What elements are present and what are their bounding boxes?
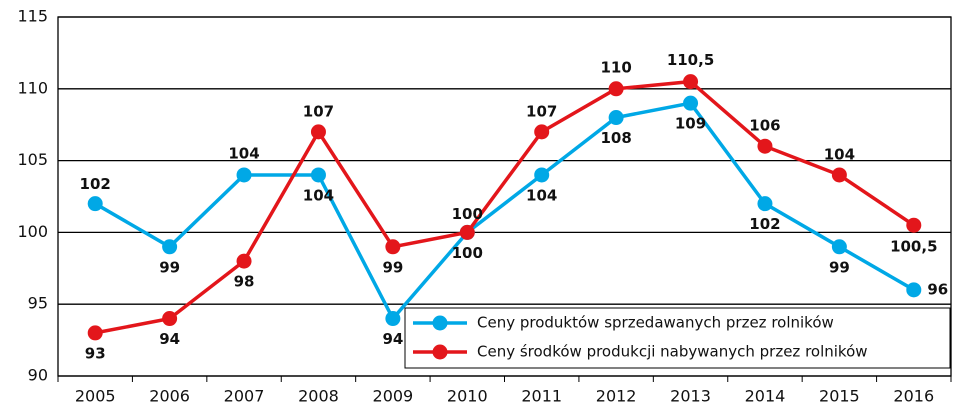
legend-marker (432, 344, 448, 360)
y-tick-label: 105 (17, 150, 48, 169)
marker (608, 110, 624, 126)
value-label: 100 (452, 205, 483, 223)
marker (534, 167, 550, 183)
value-label: 109 (675, 115, 706, 133)
marker (831, 239, 847, 255)
marker (385, 311, 401, 327)
marker (87, 196, 103, 212)
marker (236, 253, 252, 269)
marker (534, 124, 550, 140)
marker (683, 95, 699, 111)
value-label: 99 (382, 258, 403, 276)
legend-label: Ceny produktów sprzedawanych przez rolni… (477, 314, 834, 332)
legend-label: Ceny środków produkcji nabywanych przez … (477, 343, 868, 361)
y-tick-label: 90 (28, 366, 48, 385)
marker (757, 196, 773, 212)
x-tick-label: 2011 (521, 387, 562, 406)
marker (831, 167, 847, 183)
value-label: 98 (234, 273, 255, 291)
value-label: 107 (303, 102, 334, 120)
marker (236, 167, 252, 183)
marker (310, 124, 326, 140)
value-label: 99 (829, 258, 850, 276)
marker (162, 239, 178, 255)
y-tick-label: 110 (17, 78, 48, 97)
x-tick-label: 2014 (745, 387, 786, 406)
value-label: 102 (80, 175, 111, 193)
x-tick-label: 2013 (670, 387, 711, 406)
marker (162, 311, 178, 327)
y-tick-label: 100 (17, 222, 48, 241)
value-label: 110,5 (667, 51, 714, 69)
value-label: 108 (600, 129, 631, 147)
series-line (94, 101, 915, 322)
value-label: 93 (85, 344, 106, 362)
x-tick-label: 2008 (298, 387, 339, 406)
x-tick-label: 2006 (149, 387, 190, 406)
value-label: 104 (824, 145, 855, 163)
value-label: 107 (526, 102, 557, 120)
value-label: 100,5 (890, 238, 937, 256)
marker (608, 81, 624, 97)
marker (757, 138, 773, 154)
value-label: 96 (927, 280, 948, 298)
y-tick-label: 95 (28, 294, 48, 313)
marker (906, 217, 922, 233)
marker (385, 239, 401, 255)
marker (906, 282, 922, 298)
value-label: 104 (228, 144, 259, 162)
value-label: 100 (452, 244, 483, 262)
marker (87, 325, 103, 341)
marker (459, 224, 475, 240)
value-label: 99 (159, 258, 180, 276)
legend-marker (432, 315, 448, 331)
value-label: 104 (303, 186, 334, 204)
value-label: 102 (749, 215, 780, 233)
x-tick-label: 2012 (596, 387, 637, 406)
marker (683, 74, 699, 90)
series-line (94, 79, 915, 335)
value-label: 94 (159, 330, 180, 348)
x-tick-label: 2007 (224, 387, 265, 406)
value-label: 104 (526, 186, 557, 204)
x-tick-label: 2010 (447, 387, 488, 406)
x-tick-label: 2015 (819, 387, 860, 406)
value-label: 110 (600, 58, 631, 76)
y-tick-label: 115 (17, 7, 48, 26)
x-tick-label: 2016 (893, 387, 934, 406)
x-tick-label: 2005 (75, 387, 116, 406)
legend-box (404, 307, 951, 369)
marker (310, 167, 326, 183)
value-label: 94 (382, 330, 403, 348)
value-label: 106 (749, 117, 780, 135)
x-tick-label: 2009 (373, 387, 414, 406)
